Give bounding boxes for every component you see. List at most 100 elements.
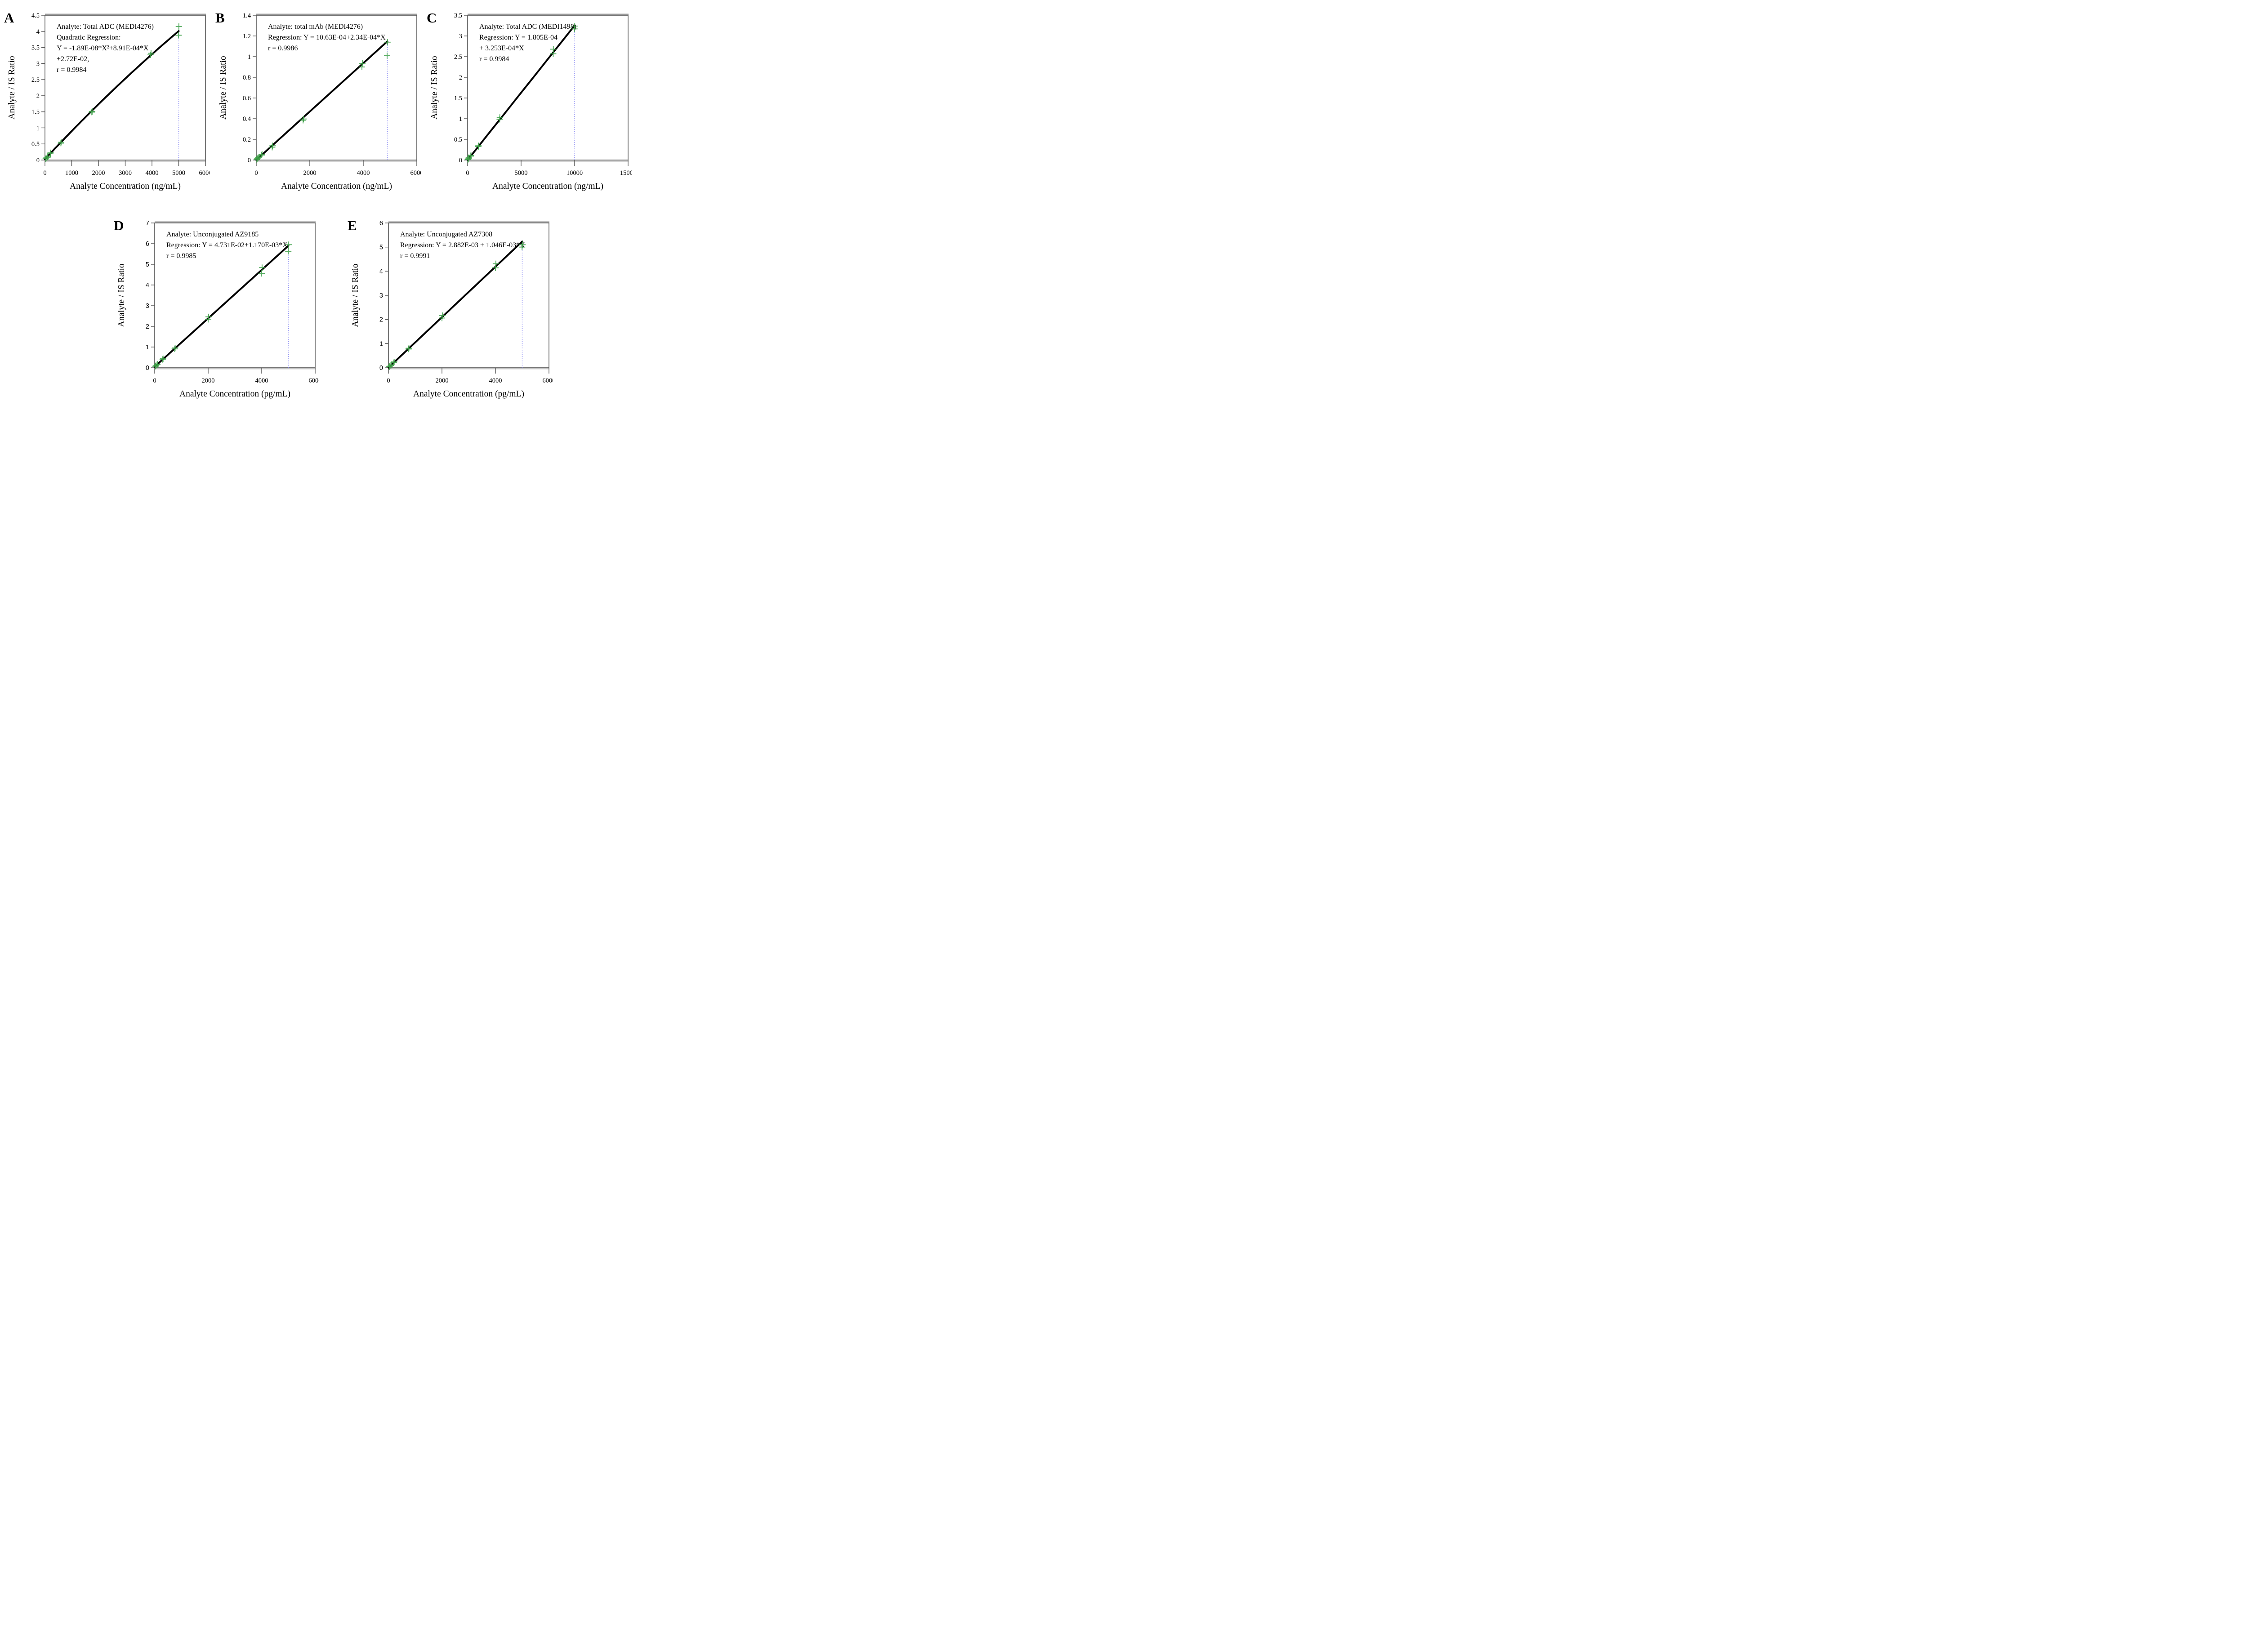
y-tick-label: 3.5 [454, 12, 462, 19]
panel-d-unconjugated-az9185: 0 1 2 3 4 5 6 7 0 2000 4000 6000 Analyte / IS Ratio A… [112, 209, 322, 413]
data-point-marker [465, 156, 472, 162]
y-tick-label: 0 [36, 157, 40, 164]
data-point-marker [384, 39, 391, 45]
data-point-marker [259, 264, 265, 271]
panel-label: E [348, 218, 357, 233]
y-tick-label: 1.5 [454, 95, 462, 102]
y-tick-label: 0.5 [31, 141, 40, 148]
x-axis-title: Analyte Concentration (pg/mL) [413, 389, 524, 399]
annotation-line: Analyte: Unconjugated AZ7308 [400, 231, 492, 238]
y-tick-label: 4 [36, 28, 40, 36]
annotation-line: r = 0.9984 [57, 66, 86, 74]
panel-e-unconjugated-az7308: 0 1 2 3 4 5 6 0 2000 4000 6000 Analyte / IS Ratio An… [346, 209, 556, 413]
y-tick-label: 0.5 [454, 136, 462, 143]
annotation-line: r = 0.9985 [166, 252, 196, 260]
y-tick-label: 1 [146, 344, 149, 351]
x-tick-label: 6000 [543, 377, 553, 384]
y-tick-label: 3.5 [31, 45, 40, 52]
x-axis-title: Analyte Concentration (ng/mL) [70, 182, 181, 191]
data-point-marker [386, 363, 393, 370]
data-point-marker [172, 345, 178, 352]
x-tick-label: 15000 [620, 169, 632, 177]
chart-panel-A: 0 0.5 1 1.5 2 2.5 3 3.5 4 4.5 0 1000 2000 3000 4000 500… [4, 10, 212, 191]
data-point-marker [384, 52, 390, 59]
data-point-marker [285, 241, 292, 248]
annotation-line: Regression: Y = 4.731E-02+1.170E-03*X [166, 241, 288, 249]
y-tick-label: 0.6 [243, 95, 251, 102]
data-point-marker [571, 22, 578, 29]
data-point-marker [154, 361, 161, 368]
x-tick-label: 4000 [489, 377, 502, 384]
y-tick-label: 0.8 [243, 74, 251, 81]
y-axis-title: Analyte / IS Ratio [430, 56, 439, 119]
y-tick-label: 6 [146, 240, 149, 248]
y-tick-label: 2.5 [31, 76, 40, 84]
x-axis-title: Analyte Concentration (pg/mL) [179, 389, 290, 399]
data-point-marker [406, 345, 412, 352]
regression-line [388, 240, 523, 369]
regression-line [154, 245, 290, 368]
annotation-line: Analyte: Unconjugated AZ9185 [166, 231, 259, 238]
y-axis-title: Analyte / IS Ratio [351, 263, 360, 327]
y-tick-label: 4 [146, 282, 149, 289]
chart-panel-C: 0 0.5 1 1.5 2 2.5 3 3.5 0 5000 10000 15000 Analyte /… [427, 10, 636, 191]
y-tick-label: 0 [146, 365, 149, 372]
regression-line [255, 40, 388, 161]
y-axis-title: Analyte / IS Ratio [117, 263, 126, 327]
y-tick-label: 1 [36, 125, 40, 132]
panel-b-total-mab-medi4276: 0 0.2 0.4 0.6 0.8 1 1.2 1.4 0 2000 4000 6000 Analyte… [214, 2, 424, 205]
y-tick-label: 2 [459, 74, 462, 81]
regression-line [44, 30, 180, 160]
y-tick-label: 1.5 [31, 109, 40, 116]
x-tick-label: 3000 [119, 169, 132, 177]
data-point-marker [468, 152, 474, 159]
data-point-marker [492, 260, 499, 267]
data-point-marker [550, 46, 557, 53]
panel-label: B [215, 10, 225, 26]
data-point-marker [89, 108, 96, 115]
x-tick-label: 0 [254, 169, 258, 177]
data-point-marker [175, 23, 182, 30]
annotation-line: r = 0.9984 [479, 55, 509, 63]
data-point-marker [205, 313, 212, 320]
y-tick-label: 4.5 [31, 12, 40, 19]
x-axis-title: Analyte Concentration (ng/mL) [492, 182, 603, 191]
annotation-line: Quadratic Regression: [57, 34, 121, 41]
data-point-marker [359, 60, 366, 67]
annotation-line: Regression: Y = 10.63E-04+2.34E-04*X [268, 34, 386, 41]
y-tick-label: 0 [379, 365, 383, 372]
data-point-marker [152, 362, 159, 369]
panel-c-total-adc-medi1498: 0 0.5 1 1.5 2 2.5 3 3.5 0 5000 10000 15000 Analyte /… [425, 2, 636, 205]
data-point-marker [391, 359, 397, 365]
x-tick-label: 10000 [566, 169, 583, 177]
plot-frame [256, 15, 417, 160]
x-tick-label: 5000 [172, 169, 185, 177]
x-tick-label: 6000 [199, 169, 210, 177]
annotation-line: + 3.253E-04*X [479, 45, 524, 52]
x-tick-label: 0 [387, 377, 390, 384]
annotation-line: Y = -1.89E-08*X²+8.91E-04*X [57, 45, 149, 52]
regression-line [467, 24, 575, 161]
data-point-marker [300, 116, 307, 122]
data-point-marker [175, 32, 182, 39]
y-tick-label: 1.4 [243, 12, 251, 19]
x-tick-label: 1000 [65, 169, 78, 177]
y-tick-label: 2.5 [454, 53, 462, 61]
y-tick-label: 3 [146, 303, 149, 310]
y-axis-title: Analyte / IS Ratio [219, 56, 228, 119]
y-tick-label: 2 [36, 93, 40, 100]
y-axis-title: Analyte / IS Ratio [7, 56, 17, 119]
y-tick-label: 6 [379, 220, 383, 227]
y-tick-label: 5 [379, 244, 383, 251]
y-tick-label: 1.2 [243, 33, 251, 40]
data-point-marker [439, 312, 446, 319]
data-point-marker [496, 114, 503, 121]
data-point-marker [285, 248, 292, 255]
y-tick-label: 0 [459, 157, 462, 164]
x-tick-label: 6000 [410, 169, 421, 177]
data-point-marker [269, 142, 276, 149]
y-tick-label: 1 [379, 340, 383, 347]
x-tick-label: 4000 [146, 169, 159, 177]
annotation-line: r = 0.9986 [268, 45, 298, 52]
x-tick-label: 2000 [202, 377, 215, 384]
